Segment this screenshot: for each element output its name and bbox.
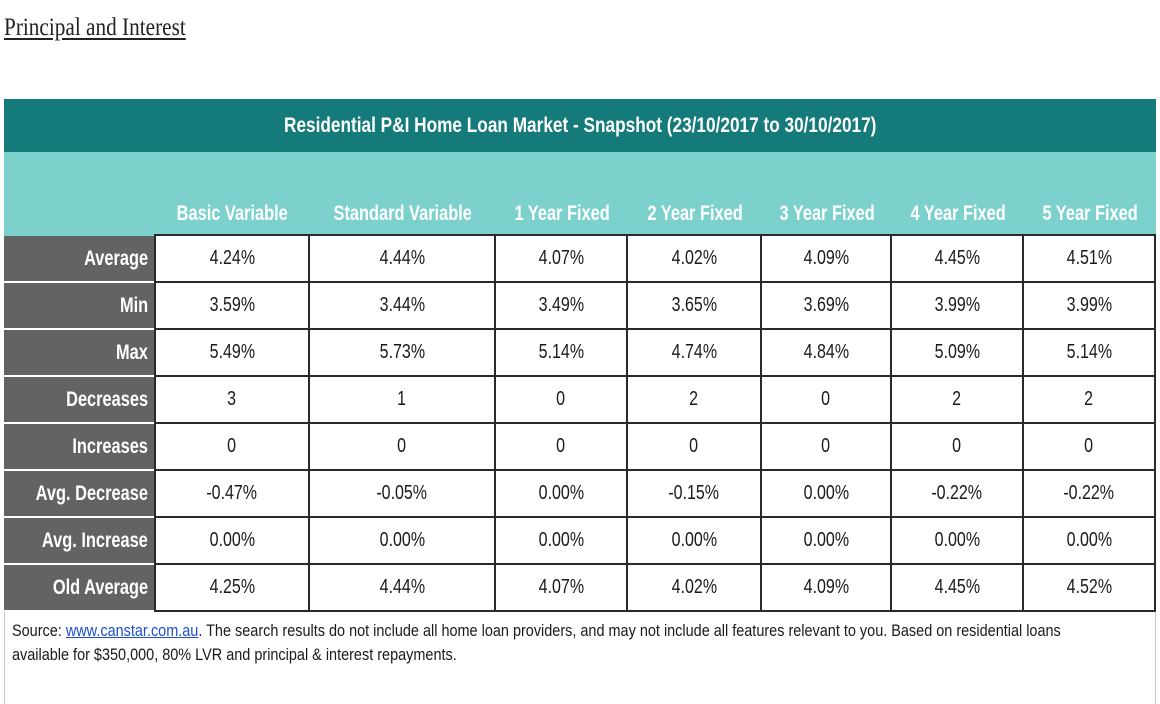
source-note: Source: www.canstar.com.au. The search r… xyxy=(12,619,1122,667)
table-cell: -0.22% xyxy=(892,471,1024,518)
table-cell: 0.00% xyxy=(762,518,892,565)
table-cell: 4.45% xyxy=(892,236,1024,283)
row-label: Old Average xyxy=(4,565,154,612)
table-cell: 5.09% xyxy=(892,330,1024,377)
table-cell: 3.44% xyxy=(310,283,496,330)
table-cell: 0 xyxy=(762,424,892,471)
table-cell: 4.44% xyxy=(310,565,496,612)
source-text: . The search results do not include all … xyxy=(12,621,1061,664)
table-cell: 4.02% xyxy=(628,236,762,283)
column-header: 5 Year Fixed xyxy=(1042,202,1138,225)
table-cell: 3 xyxy=(154,377,310,424)
row-label: Max xyxy=(4,330,154,377)
table-cell: 0 xyxy=(496,377,628,424)
page-heading: Principal and Interest xyxy=(4,14,186,41)
table-cell: 0 xyxy=(154,424,310,471)
table-cell: 4.07% xyxy=(496,236,628,283)
column-header: Standard Variable xyxy=(333,202,473,225)
column-header: Basic Variable xyxy=(176,202,288,225)
table-cell: 3.69% xyxy=(762,283,892,330)
column-header: 1 Year Fixed xyxy=(514,202,610,225)
table-cell: 2 xyxy=(1024,377,1156,424)
row-label: Average xyxy=(4,236,154,283)
column-header: 4 Year Fixed xyxy=(910,202,1006,225)
table-cell: 3.99% xyxy=(1024,283,1156,330)
table-cell: 4.25% xyxy=(154,565,310,612)
table-cell: 5.14% xyxy=(496,330,628,377)
table-cell: 4.74% xyxy=(628,330,762,377)
table-grid-top-line xyxy=(154,234,1156,236)
table-cell: -0.05% xyxy=(310,471,496,518)
table-cell: 4.45% xyxy=(892,565,1024,612)
table-cell: 4.84% xyxy=(762,330,892,377)
table-cell: 0.00% xyxy=(496,471,628,518)
table-cell: 4.07% xyxy=(496,565,628,612)
table-cell: 1 xyxy=(310,377,496,424)
table-cell: 0.00% xyxy=(496,518,628,565)
table-cell: 0.00% xyxy=(762,471,892,518)
table-title: Residential P&I Home Loan Market - Snaps… xyxy=(283,113,877,137)
table-cell: 0.00% xyxy=(892,518,1024,565)
table-cell: 0 xyxy=(762,377,892,424)
table-cell: 0 xyxy=(628,424,762,471)
table-cell: 3.59% xyxy=(154,283,310,330)
table-cell: 3.49% xyxy=(496,283,628,330)
table-cell: 4.09% xyxy=(762,565,892,612)
table-cell: 0.00% xyxy=(1024,518,1156,565)
column-header-band xyxy=(4,152,1156,236)
table-cell: 0 xyxy=(892,424,1024,471)
source-link[interactable]: www.canstar.com.au xyxy=(65,621,199,640)
table-cell: 5.49% xyxy=(154,330,310,377)
table-cell: -0.47% xyxy=(154,471,310,518)
table-cell: 0.00% xyxy=(154,518,310,565)
table-cell: 5.73% xyxy=(310,330,496,377)
table-cell: 4.02% xyxy=(628,565,762,612)
row-label: Decreases xyxy=(4,377,154,424)
table-cell: 4.09% xyxy=(762,236,892,283)
table-cell: 0.00% xyxy=(628,518,762,565)
table-cell: 4.24% xyxy=(154,236,310,283)
source-prefix: Source: xyxy=(12,621,66,640)
table-cell: -0.22% xyxy=(1024,471,1156,518)
table-cell: 2 xyxy=(892,377,1024,424)
table-cell: 4.51% xyxy=(1024,236,1156,283)
row-label: Avg. Decrease xyxy=(4,471,154,518)
row-label: Avg. Increase xyxy=(4,518,154,565)
table-cell: 5.14% xyxy=(1024,330,1156,377)
table-cell: 0 xyxy=(1024,424,1156,471)
table-cell: 3.65% xyxy=(628,283,762,330)
column-header: 2 Year Fixed xyxy=(647,202,743,225)
table-cell: -0.15% xyxy=(628,471,762,518)
table-cell: 0 xyxy=(310,424,496,471)
table-cell: 0.00% xyxy=(310,518,496,565)
table-cell: 4.52% xyxy=(1024,565,1156,612)
table-cell: 4.44% xyxy=(310,236,496,283)
table-title-bar: Residential P&I Home Loan Market - Snaps… xyxy=(4,99,1156,152)
column-header: 3 Year Fixed xyxy=(779,202,875,225)
table-cell: 3.99% xyxy=(892,283,1024,330)
table-cell: 2 xyxy=(628,377,762,424)
row-label: Min xyxy=(4,283,154,330)
table-cell: 0 xyxy=(496,424,628,471)
row-label: Increases xyxy=(4,424,154,471)
